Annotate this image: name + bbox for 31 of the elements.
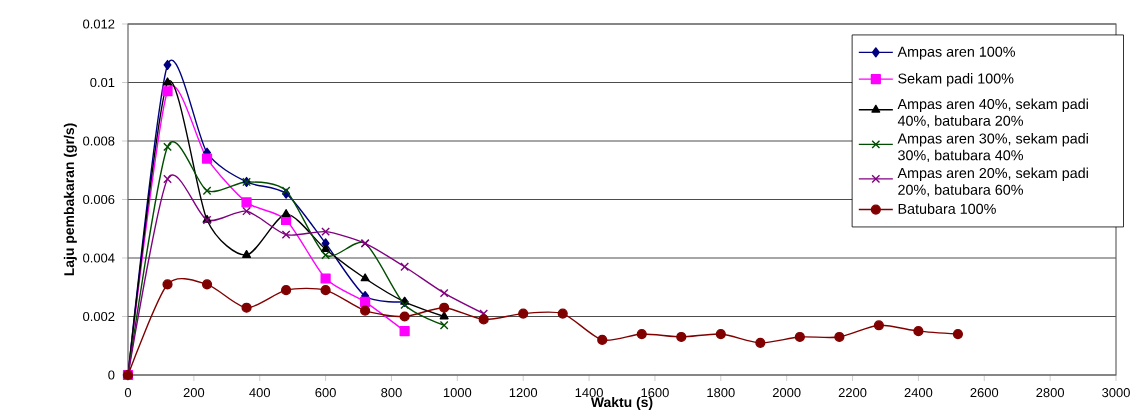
x-tick-label: 1800 xyxy=(707,388,735,398)
x-tick-label: 0 xyxy=(124,388,132,398)
x-tick-label: 600 xyxy=(315,388,336,398)
y-axis-title: Laju pembakaran (gr/s) xyxy=(63,123,77,276)
legend-label: Ampas aren 30%, sekam padi 30%, batubara 40% xyxy=(897,133,1088,163)
y-tick-label: 0.012 xyxy=(83,19,115,29)
x-tick-label: 800 xyxy=(381,388,402,398)
legend-label: Batubara 100% xyxy=(898,203,996,214)
y-tick-label: 0 xyxy=(108,370,115,380)
legend-label: Ampas aren 40%, sekam padi 40%, batubara 20% xyxy=(897,98,1088,128)
y-tick-label: 0.002 xyxy=(83,311,115,322)
y-tick-label: 0.006 xyxy=(83,194,115,205)
x-axis-title: Waktu (s) xyxy=(590,396,653,410)
x-tick-label: 400 xyxy=(249,388,271,398)
x-tick-label: 1000 xyxy=(443,388,472,398)
x-tick-label: 2000 xyxy=(772,388,801,398)
legend-label: Sekam padi 100% xyxy=(898,73,1014,87)
x-tick-label: 200 xyxy=(183,388,205,398)
x-tick-label: 3000 xyxy=(1102,388,1130,398)
y-tick-label: 0.004 xyxy=(83,253,115,263)
x-tick-label: 1600 xyxy=(641,388,669,398)
y-tick-label: 0.01 xyxy=(90,77,115,88)
x-tick-label: 2400 xyxy=(904,388,933,398)
x-tick-label: 1400 xyxy=(575,388,603,398)
x-tick-label: 1200 xyxy=(509,388,538,398)
legend-label: Ampas aren 20%, sekam padi 20%, batubara 60% xyxy=(897,167,1088,197)
y-tick-label: 0.008 xyxy=(83,136,115,146)
x-tick-label: 2600 xyxy=(970,388,999,398)
x-tick-label: 2200 xyxy=(838,388,867,398)
legend-label: Ampas aren 100% xyxy=(897,46,1016,60)
x-tick-label: 2800 xyxy=(1036,388,1065,398)
